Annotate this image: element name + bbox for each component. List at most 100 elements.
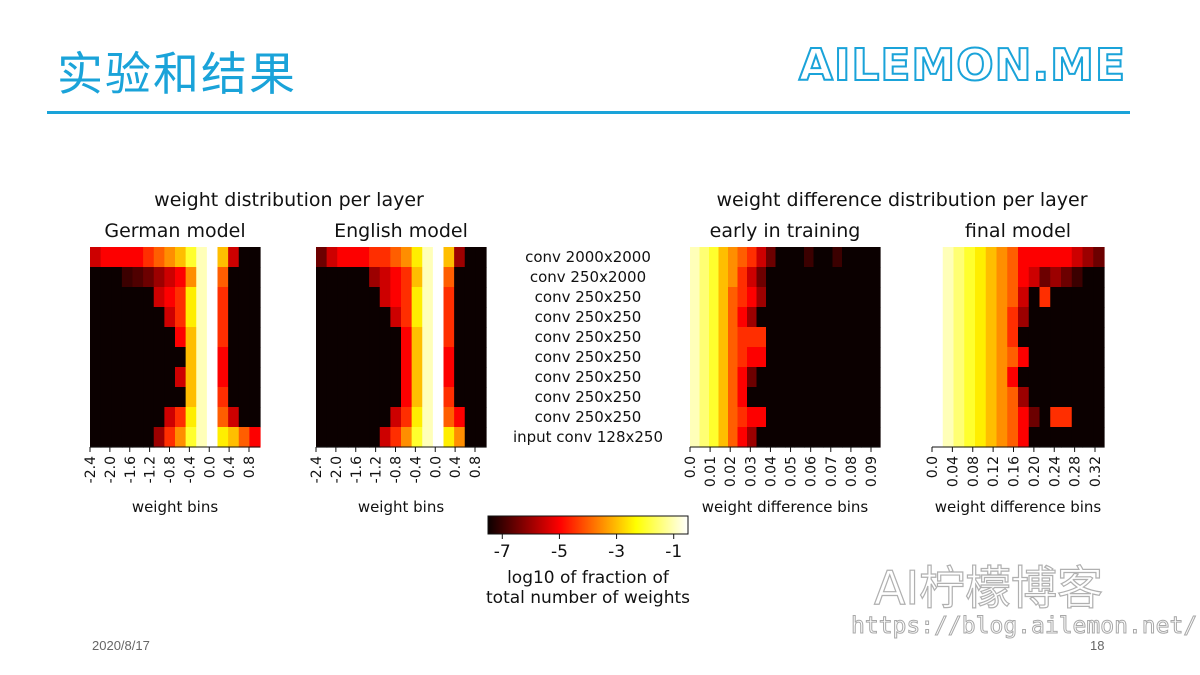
heatmap-cell	[132, 287, 144, 308]
heatmap-cell	[100, 427, 112, 448]
heatmap-cell	[842, 247, 853, 268]
heatmap-cell	[737, 287, 748, 308]
heatmap-cell	[90, 427, 102, 448]
heatmap-cell	[832, 387, 843, 408]
heatmap-cell	[766, 347, 777, 368]
heatmap-cell	[823, 387, 834, 408]
heatmap-cell	[1061, 387, 1073, 408]
heatmap-cell	[785, 407, 796, 428]
heatmap-cell	[823, 247, 834, 268]
heatmap-cell	[756, 387, 767, 408]
heatmap-cell	[337, 427, 349, 448]
heatmap-cell	[1028, 407, 1041, 428]
x-tick-label: 0.24	[1047, 456, 1063, 487]
page-number: 18	[1090, 638, 1105, 653]
heatmap-cell	[175, 427, 187, 448]
heatmap-cell	[870, 267, 881, 288]
heatmap-cell	[422, 287, 434, 308]
heatmap-cell	[347, 427, 360, 448]
heatmap-cell	[1007, 327, 1019, 348]
heatmap-cell	[379, 287, 391, 308]
heatmap-cell	[1050, 247, 1062, 268]
heatmap-cell	[813, 327, 824, 348]
heatmap-cell	[964, 327, 976, 348]
heatmap-cell	[718, 427, 729, 448]
heatmap-cell	[475, 427, 487, 448]
heatmap-cell	[475, 307, 487, 328]
heatmap-cell	[1093, 307, 1105, 328]
heatmap-cell	[794, 247, 805, 268]
heatmap-cell	[390, 267, 402, 288]
heatmap-cell	[832, 327, 843, 348]
heatmap-cell	[709, 267, 720, 288]
heatmap-cell	[358, 367, 370, 388]
heatmap-cell	[185, 307, 197, 328]
heatmap-cell	[217, 287, 229, 308]
row-label: conv 250x2000	[530, 268, 646, 286]
heatmap-cell	[804, 347, 815, 368]
heatmap-cell	[1082, 327, 1094, 348]
heatmap-cell	[775, 347, 786, 368]
heatmap-cell	[132, 327, 144, 348]
heatmap-cell	[390, 287, 402, 308]
heatmap-cell	[228, 307, 240, 328]
heatmap-cell	[975, 287, 987, 308]
heatmap-cell	[90, 267, 102, 288]
heatmap-cell	[249, 347, 261, 368]
heatmap-cell	[932, 387, 944, 408]
heatmap-cell	[823, 367, 834, 388]
heatmap-cell	[464, 387, 476, 408]
heatmap-cell	[347, 267, 360, 288]
heatmap-cell	[422, 387, 434, 408]
heatmap-cell	[464, 307, 476, 328]
heatmap-cell	[996, 347, 1008, 368]
heatmap-cell	[153, 267, 165, 288]
heatmap-cell	[132, 407, 144, 428]
heatmap-cell	[369, 387, 381, 408]
group-title-weight-difference: weight difference distribution per layer	[716, 189, 1087, 211]
heatmap-cell	[164, 267, 176, 288]
heatmap-cell	[766, 287, 777, 308]
heatmap-cell	[690, 367, 701, 388]
heatmap-cell	[985, 367, 998, 388]
heatmap-cell	[766, 267, 777, 288]
heatmap-cell	[794, 427, 805, 448]
x-tick-label: -0.4	[182, 456, 198, 483]
heatmap-cell	[953, 287, 965, 308]
heatmap-cell	[121, 327, 134, 348]
heatmap-cell	[454, 347, 466, 368]
heatmap-cell	[175, 347, 187, 368]
heatmap-cell	[379, 247, 391, 268]
heatmap-cell	[1028, 347, 1041, 368]
heatmap-cell	[709, 307, 720, 328]
heatmap-cell	[851, 407, 862, 428]
x-tick-label: 0.09	[864, 456, 880, 487]
heatmap-cell	[164, 347, 176, 368]
heatmap-cell	[111, 387, 123, 408]
heatmap-cell	[1018, 347, 1030, 368]
heatmap-cell	[813, 427, 824, 448]
heatmap-cell	[100, 327, 112, 348]
x-axis-label-2: weight difference bins	[702, 498, 869, 516]
heatmap-cell	[823, 427, 834, 448]
heatmap-cell	[985, 407, 998, 428]
heatmap-cell	[832, 247, 843, 268]
heatmap-cell	[217, 247, 229, 268]
heatmap-cell	[728, 427, 739, 448]
heatmap-cell	[132, 367, 144, 388]
heatmap-cell	[217, 387, 229, 408]
heatmap-cell	[401, 347, 413, 368]
heatmap-cell	[804, 327, 815, 348]
heatmap-cell	[358, 427, 370, 448]
heatmap-cell	[454, 407, 466, 428]
heatmap-cell	[737, 387, 748, 408]
heatmap-cell	[1082, 287, 1094, 308]
heatmap-cell	[90, 287, 102, 308]
heatmap-cell	[454, 367, 466, 388]
row-label: conv 250x250	[535, 328, 642, 346]
x-tick-label: 0.03	[743, 456, 759, 487]
heatmap-cell	[379, 327, 391, 348]
heatmap-cell	[794, 307, 805, 328]
heatmap-cell	[206, 427, 219, 448]
